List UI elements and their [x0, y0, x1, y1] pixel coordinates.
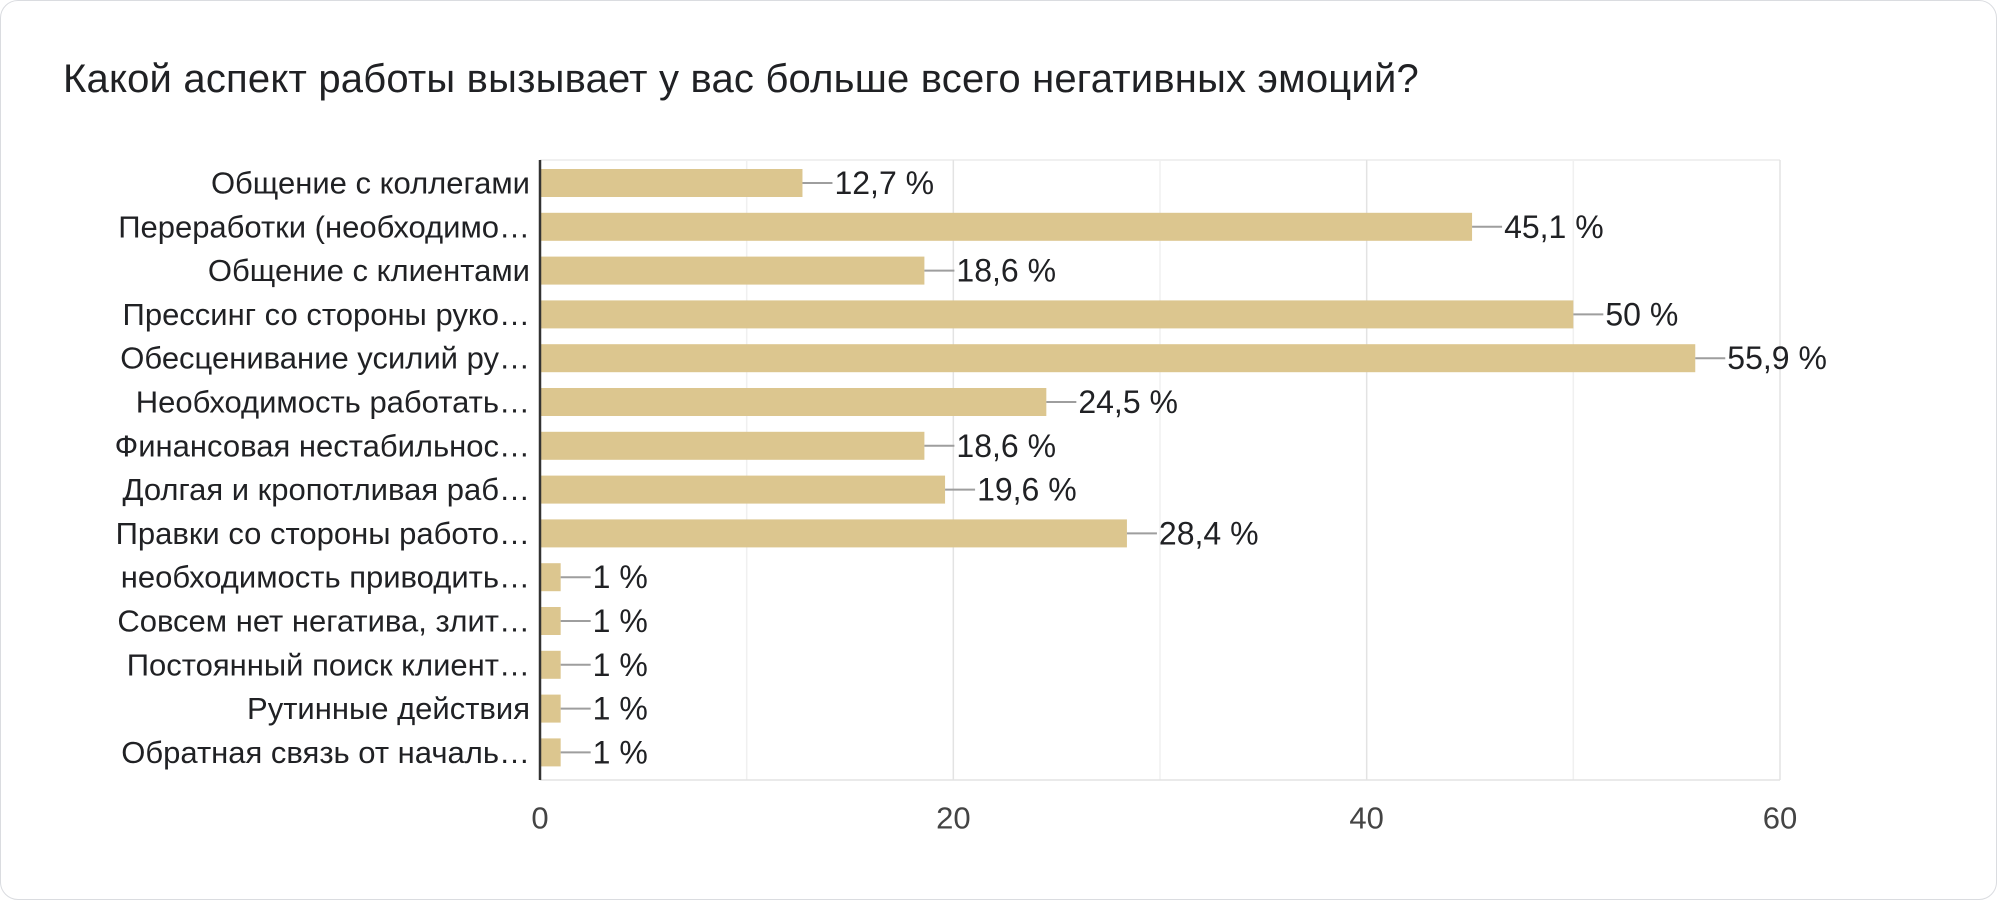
category-label: Рутинные действия	[247, 691, 530, 726]
bar	[540, 519, 1127, 548]
value-label: 1 %	[593, 691, 648, 727]
labels-layer: 12,7 % Общение с коллегами 45,1 % Переработ…	[115, 160, 1827, 836]
category-label: Совсем нет негатива, злит…	[117, 604, 530, 639]
category-label: Правки со стороны работо…	[116, 516, 530, 551]
grid-layer	[540, 159, 1781, 781]
bar	[540, 169, 803, 197]
category-label: необходимость приводить…	[121, 560, 530, 595]
value-label: 1 %	[593, 559, 648, 595]
category-label: Обратная связь от началь…	[121, 735, 530, 770]
category-label: Долгая и кропотливая раб…	[123, 472, 531, 507]
category-label: Финансовая нестабильнос…	[115, 428, 530, 463]
value-label: 12,7 %	[834, 165, 934, 201]
value-label: 50 %	[1605, 296, 1678, 332]
bar	[540, 212, 1473, 241]
value-label: 18,6 %	[956, 253, 1056, 289]
value-label: 45,1 %	[1504, 209, 1604, 245]
bar	[540, 650, 561, 679]
category-label: Постоянный поиск клиент…	[127, 647, 530, 682]
bar	[540, 563, 561, 592]
bar	[540, 256, 925, 285]
value-label: 1 %	[593, 734, 648, 770]
category-label: Обесценивание усилий ру…	[120, 341, 530, 376]
x-tick-label: 0	[531, 801, 548, 836]
bar	[540, 607, 561, 635]
bar	[540, 431, 925, 460]
value-label: 24,5 %	[1078, 384, 1178, 420]
x-tick-label: 60	[1763, 801, 1797, 836]
value-label: 55,9 %	[1727, 340, 1827, 376]
bar-chart: 12,7 % Общение с коллегами 45,1 % Переработ…	[115, 159, 1827, 836]
value-label: 19,6 %	[977, 472, 1077, 508]
value-label: 18,6 %	[956, 428, 1056, 464]
bar	[540, 344, 1696, 373]
category-label: Прессинг со стороны руко…	[123, 297, 530, 332]
bar	[540, 694, 561, 723]
bar	[540, 388, 1047, 416]
bar	[540, 475, 946, 504]
bar	[540, 300, 1574, 329]
category-label: Переработки (необходимо…	[118, 209, 530, 244]
x-tick-label: 40	[1349, 801, 1383, 836]
category-label: Общение с клиентами	[208, 253, 530, 288]
chart-title: Какой аспект работы вызывает у вас больш…	[63, 57, 1419, 101]
x-tick-label: 20	[936, 801, 970, 836]
category-label: Общение с коллегами	[211, 166, 530, 201]
category-label: Необходимость работать…	[136, 385, 530, 420]
value-label: 1 %	[593, 647, 648, 683]
bar	[540, 738, 561, 767]
value-label: 28,4 %	[1159, 515, 1259, 551]
value-label: 1 %	[593, 603, 648, 639]
bars-layer	[540, 169, 1696, 767]
